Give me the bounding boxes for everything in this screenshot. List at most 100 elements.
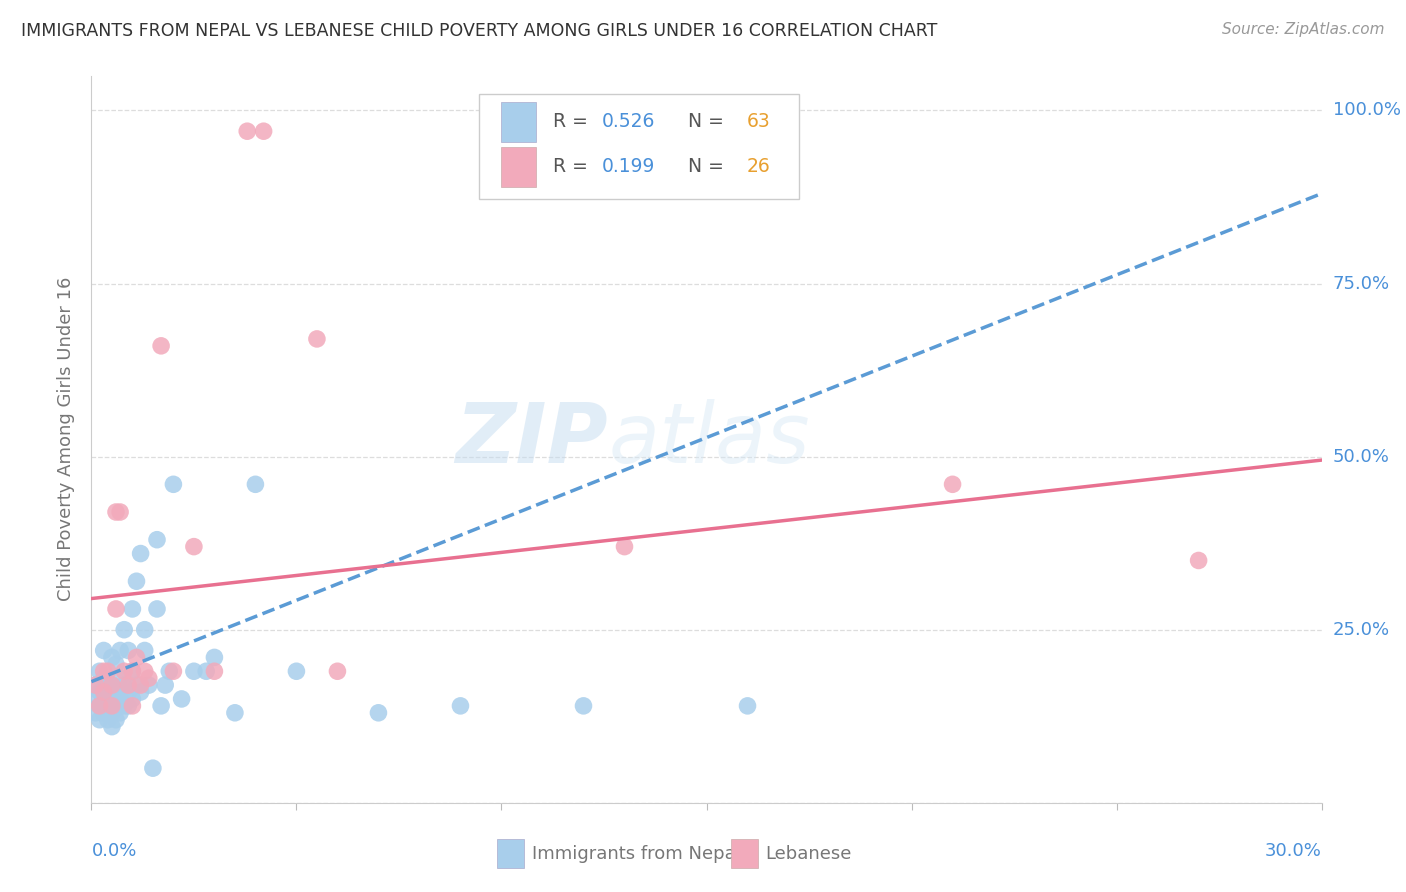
Point [105, 698, 127, 713]
Point [93, 706, 115, 720]
Point [150, 339, 173, 353]
Point [157, 665, 180, 679]
Point [101, 650, 124, 665]
Text: 25.0%: 25.0% [1333, 621, 1391, 639]
Text: atlas: atlas [607, 399, 810, 480]
Point [613, 540, 636, 554]
Point [93, 692, 115, 706]
Point [134, 623, 156, 637]
Point [89, 713, 111, 727]
Bar [498, 839, 524, 868]
Point [84, 706, 107, 720]
Point [97, 692, 120, 706]
Point [170, 692, 193, 706]
Point [93, 685, 115, 699]
Point [121, 602, 143, 616]
Point [162, 477, 184, 491]
Point [112, 623, 135, 637]
Text: R =: R = [553, 112, 593, 131]
Point [84, 678, 107, 692]
Point [89, 698, 111, 713]
Point [146, 533, 169, 547]
Point [572, 698, 595, 713]
Point [93, 671, 115, 685]
Point [195, 665, 218, 679]
Point [93, 685, 115, 699]
Point [89, 665, 111, 679]
Point [183, 665, 205, 679]
Point [138, 671, 160, 685]
Point [97, 678, 120, 692]
Point [108, 643, 131, 657]
Point [202, 650, 225, 665]
Text: N =: N = [676, 112, 730, 131]
Point [125, 678, 148, 692]
Text: N =: N = [676, 157, 730, 177]
Point [224, 706, 246, 720]
Point [101, 698, 124, 713]
Point [367, 706, 389, 720]
Point [121, 698, 143, 713]
Point [153, 678, 177, 692]
Point [134, 643, 156, 657]
Text: Source: ZipAtlas.com: Source: ZipAtlas.com [1222, 22, 1385, 37]
Point [117, 685, 139, 699]
Point [162, 665, 184, 679]
Point [89, 698, 111, 713]
Point [112, 698, 135, 713]
Point [101, 692, 124, 706]
Point [138, 678, 160, 692]
Point [305, 332, 328, 346]
Point [121, 665, 143, 679]
Point [253, 124, 276, 138]
Point [108, 505, 131, 519]
Point [125, 650, 148, 665]
Y-axis label: Child Poverty Among Girls Under 16: Child Poverty Among Girls Under 16 [58, 277, 76, 601]
Text: ZIP: ZIP [456, 399, 607, 480]
Point [129, 547, 152, 561]
Point [737, 698, 759, 713]
Point [942, 477, 965, 491]
Point [202, 665, 225, 679]
Point [121, 665, 143, 679]
Point [117, 678, 139, 692]
Text: 50.0%: 50.0% [1333, 448, 1389, 466]
Point [236, 124, 259, 138]
Text: 75.0%: 75.0% [1333, 275, 1391, 293]
Point [245, 477, 267, 491]
Bar [501, 102, 536, 142]
Text: Lebanese: Lebanese [765, 845, 852, 863]
Point [84, 692, 107, 706]
Point [93, 643, 115, 657]
Point [112, 665, 135, 679]
Point [101, 706, 124, 720]
Text: 26: 26 [747, 157, 770, 177]
Point [117, 643, 139, 657]
Text: 0.526: 0.526 [602, 112, 655, 131]
Point [146, 602, 169, 616]
Text: Immigrants from Nepal: Immigrants from Nepal [531, 845, 741, 863]
Point [108, 706, 131, 720]
Point [105, 602, 127, 616]
Point [129, 678, 152, 692]
Point [142, 761, 165, 775]
Point [105, 685, 127, 699]
Point [105, 713, 127, 727]
Point [326, 665, 349, 679]
Point [134, 665, 156, 679]
Point [101, 678, 124, 692]
Point [93, 665, 115, 679]
Point [285, 665, 308, 679]
Point [89, 685, 111, 699]
Point [108, 692, 131, 706]
Point [125, 574, 148, 589]
Text: IMMIGRANTS FROM NEPAL VS LEBANESE CHILD POVERTY AMONG GIRLS UNDER 16 CORRELATION: IMMIGRANTS FROM NEPAL VS LEBANESE CHILD … [21, 22, 938, 40]
Point [105, 657, 127, 672]
Point [117, 698, 139, 713]
Point [97, 713, 120, 727]
Bar [731, 839, 758, 868]
Text: 0.199: 0.199 [602, 157, 655, 177]
Point [112, 678, 135, 692]
Point [97, 665, 120, 679]
Point [129, 685, 152, 699]
